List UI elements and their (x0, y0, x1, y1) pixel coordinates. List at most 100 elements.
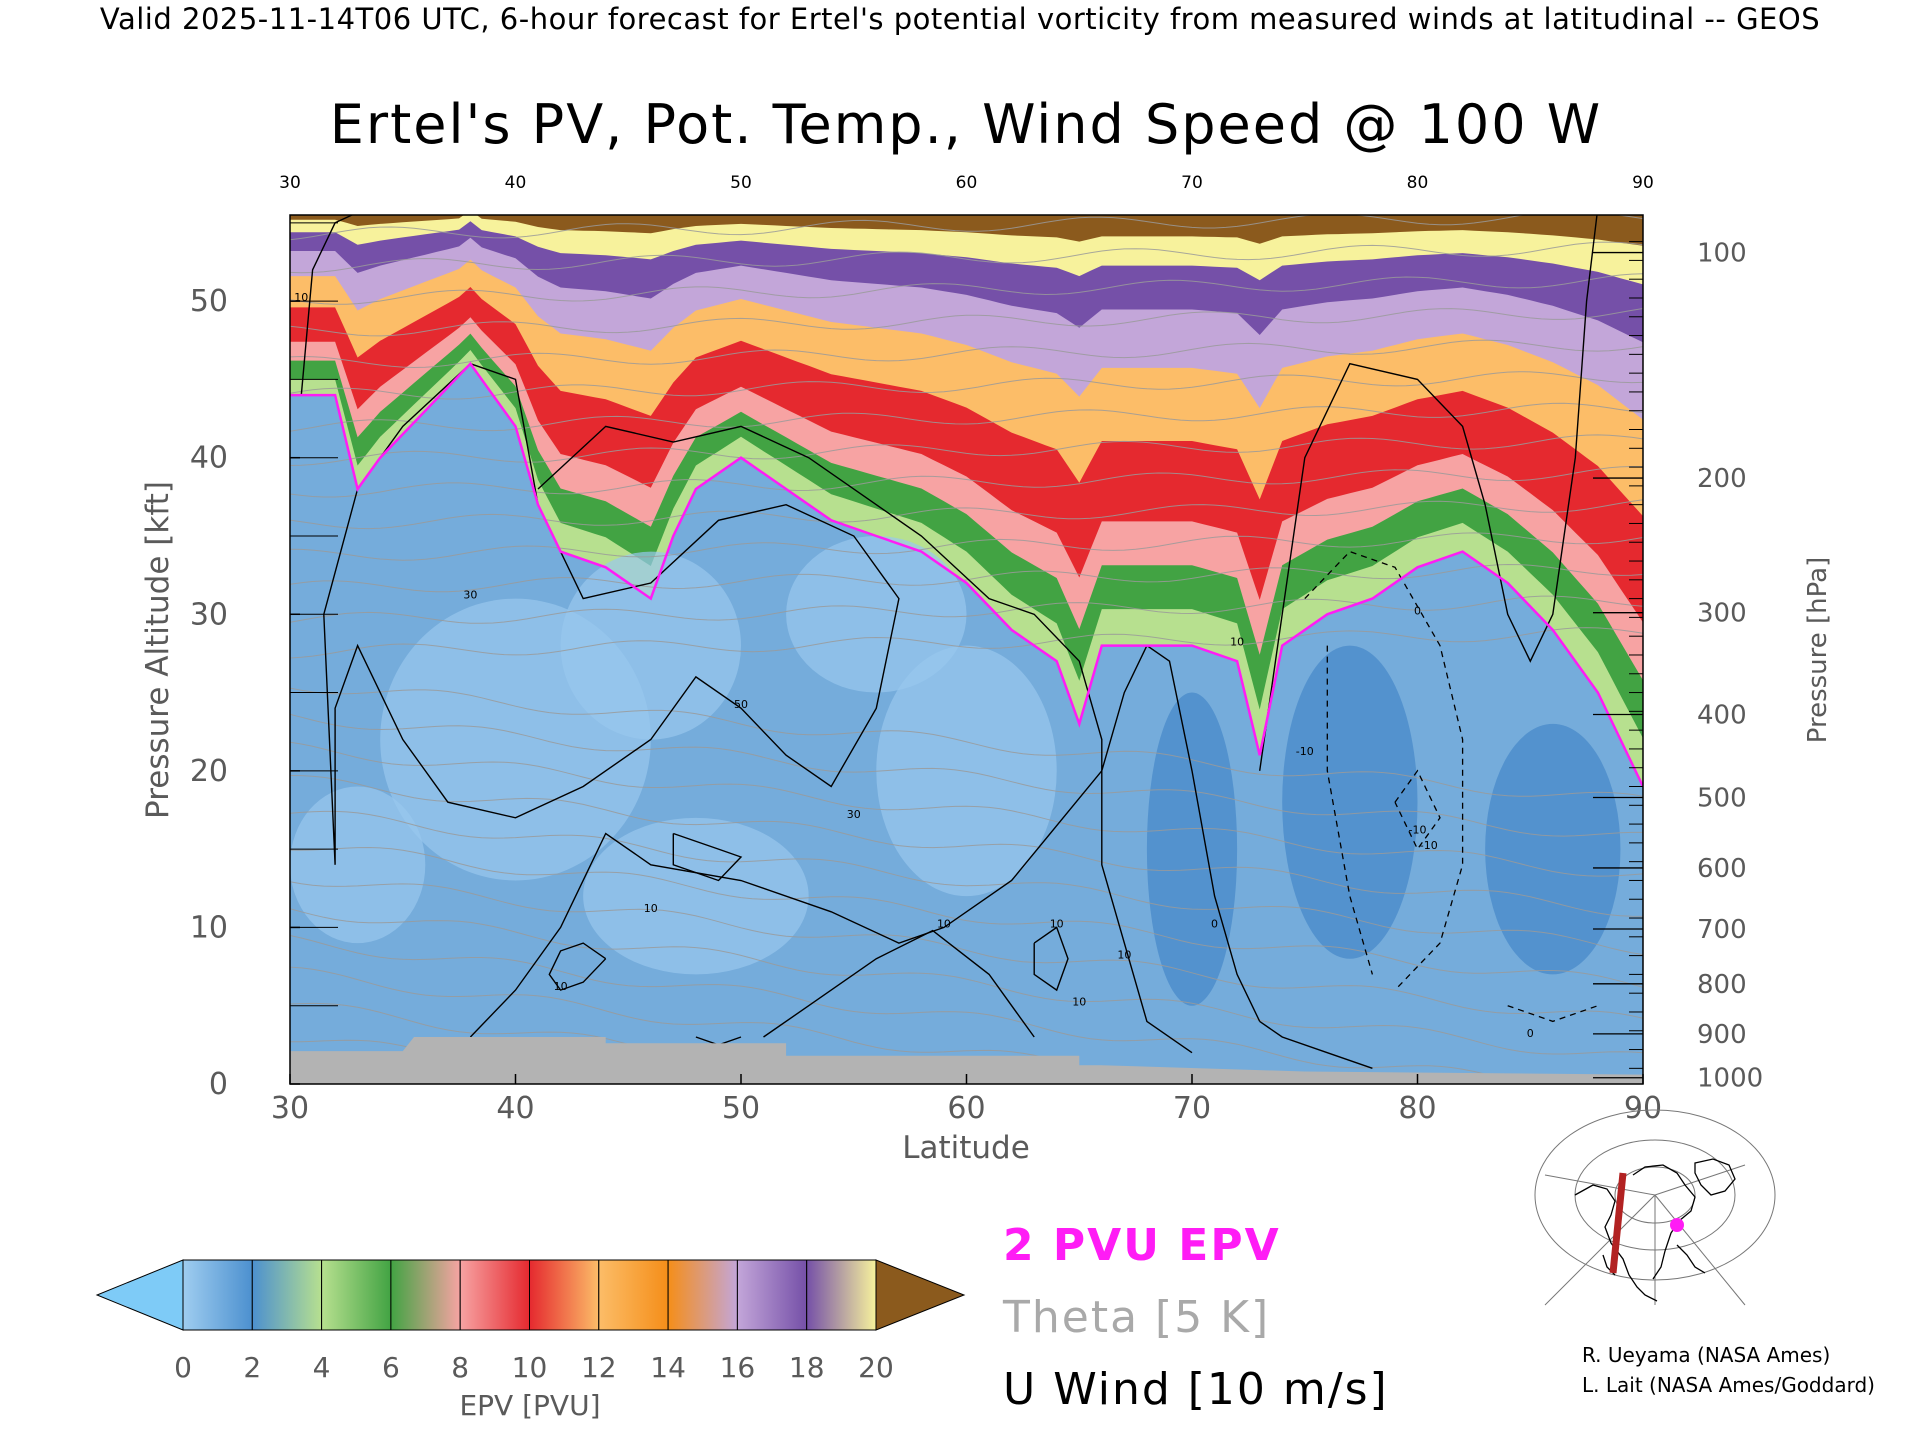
u-wind-contour-label: 0 (1414, 604, 1421, 617)
u-wind-contour-label: 10 (554, 980, 568, 993)
plot-area: 10 30 50 30 10 10 10 10 0 0 -10 -10 -10 10 10 10 0 (290, 215, 1643, 1084)
credits: R. Ueyama (NASA Ames) L. Lait (NASA Ames… (1582, 1340, 1875, 1400)
colorbar-segment (598, 1259, 669, 1331)
pressure-tick-label: 700 (1697, 915, 1747, 945)
theta-contour (290, 308, 1643, 337)
theta-contour (290, 810, 1643, 956)
top-tick-label: 80 (1407, 173, 1429, 193)
theta-contour (290, 1002, 907, 1084)
u-wind-contour-label: 10 (294, 291, 308, 304)
right-pressure-axis: 100 200 300 400 500 600 700 800 900 1000 (1593, 239, 1763, 1094)
map-meridian (1654, 1164, 1746, 1196)
x-tick-label: 30 (271, 1091, 309, 1126)
terrain-mask (290, 1037, 1643, 1084)
legend-entry: U Wind [10 m/s] (1003, 1364, 1389, 1415)
map-meridian (1654, 1194, 1746, 1306)
colorbar-under-arrow (95, 1259, 184, 1331)
y-axis-label: Pressure Altitude [kft] (140, 481, 176, 819)
colorbar-label: EPV [PVU] (459, 1389, 600, 1422)
theta-contour (290, 465, 1643, 498)
theta-contour (290, 908, 1643, 1055)
cross-section-track (1609, 1172, 1627, 1274)
theta-contour (290, 595, 1643, 624)
u-wind-contour (537, 425, 1193, 1054)
bottom-latitude-axis: 30 40 50 60 70 80 90 (271, 1074, 1662, 1126)
left-y-axis: 0 10 20 30 40 50 (190, 222, 338, 1102)
theta-contour (290, 627, 1643, 659)
pressure-tick-label: 400 (1697, 700, 1747, 730)
chart-title: Ertel's PV, Pot. Temp., Wind Speed @ 100… (330, 93, 1602, 156)
legend-entry: 2 PVU EPV (1003, 1220, 1281, 1271)
pv2-contour-line (290, 361, 1643, 788)
theta-contour (290, 775, 1643, 917)
y-tick-label: 10 (190, 910, 228, 945)
colorbar-tick-label: 18 (789, 1351, 825, 1384)
pv-light-patch (786, 535, 967, 693)
u-wind-negative-contour (1507, 1005, 1599, 1023)
colorbar-over-arrow (875, 1259, 966, 1331)
x-tick-label: 70 (1173, 1091, 1211, 1126)
colorbar-segment (182, 1259, 253, 1331)
colorbar-tick-label: 20 (858, 1351, 894, 1384)
u-wind-contour (1259, 215, 1598, 771)
map-inset-background (1545, 1155, 1745, 1305)
top-tick-label: 30 (279, 173, 301, 193)
u-wind-contour-label: 0 (1211, 917, 1218, 930)
pressure-tick-label: 600 (1697, 854, 1747, 884)
u-wind-contour-label: 10 (644, 902, 658, 915)
pv-light-patch (560, 551, 741, 740)
theta-contour (290, 741, 1643, 877)
top-tick-label: 50 (730, 173, 752, 193)
u-wind-contour-label: 10 (1072, 996, 1086, 1009)
u-wind-contour-label: 30 (847, 808, 861, 821)
theta-contour (290, 339, 1643, 369)
u-wind-contour (323, 362, 900, 865)
u-wind-contour (300, 215, 354, 396)
colorbar-tick-label: 10 (512, 1351, 548, 1384)
theta-contour (290, 241, 1643, 274)
u-wind-contour (1259, 1020, 1373, 1069)
u-wind-contour-label: 50 (734, 698, 748, 711)
x-tick-label: 60 (947, 1091, 985, 1126)
top-tick-label: 70 (1181, 173, 1203, 193)
map-meridian (1544, 1174, 1656, 1196)
theta-contour (290, 881, 1643, 1019)
top-latitude-ticks: 30 40 50 60 70 80 90 (279, 173, 1654, 193)
u-wind-contour-label: 10 (1050, 917, 1064, 930)
theta-contour (290, 966, 1277, 1084)
valid-time-header: Valid 2025-11-14T06 UTC, 6-hour forecast… (99, 2, 1821, 36)
colorbar-tick-label: 16 (720, 1351, 756, 1384)
colorbar-segment (667, 1259, 738, 1331)
u-wind-contour (548, 942, 607, 991)
pressure-tick-label: 1000 (1697, 1064, 1763, 1094)
map-inset (1534, 1109, 1776, 1306)
colorbar-segment (390, 1259, 461, 1331)
theta-contour (290, 846, 1643, 988)
top-tick-label: 40 (505, 173, 527, 193)
theta-contour (290, 532, 1643, 561)
map-coastlines (1574, 1158, 1736, 1302)
y-tick-label: 50 (190, 284, 228, 319)
u-wind-contour (763, 929, 1035, 1038)
theta-contour (290, 563, 1643, 593)
u-wind-contour-label: 10 (1117, 949, 1131, 962)
y-tick-label: 40 (190, 441, 228, 476)
colorbar-segment (321, 1259, 392, 1331)
theta-contour (290, 434, 1643, 466)
y-tick-label: 30 (190, 597, 228, 632)
credit-line: R. Ueyama (NASA Ames) (1582, 1343, 1831, 1367)
map-meridian (1544, 1194, 1656, 1306)
theta-contour (290, 215, 1643, 241)
pv-light-patch (876, 645, 1057, 897)
x-tick-label: 50 (722, 1091, 760, 1126)
colorbar-segment (736, 1259, 808, 1331)
theta-contour (290, 499, 1643, 530)
y-tick-label: 20 (190, 754, 228, 789)
y-tick-label: 0 (209, 1067, 228, 1102)
u-wind-contour (672, 832, 743, 882)
legend-entry: Theta [5 K] (1002, 1292, 1270, 1343)
credit-line: L. Lait (NASA Ames/Goddard) (1582, 1373, 1875, 1397)
colorbar-segment (806, 1259, 877, 1331)
pressure-tick-label: 800 (1697, 970, 1747, 1000)
